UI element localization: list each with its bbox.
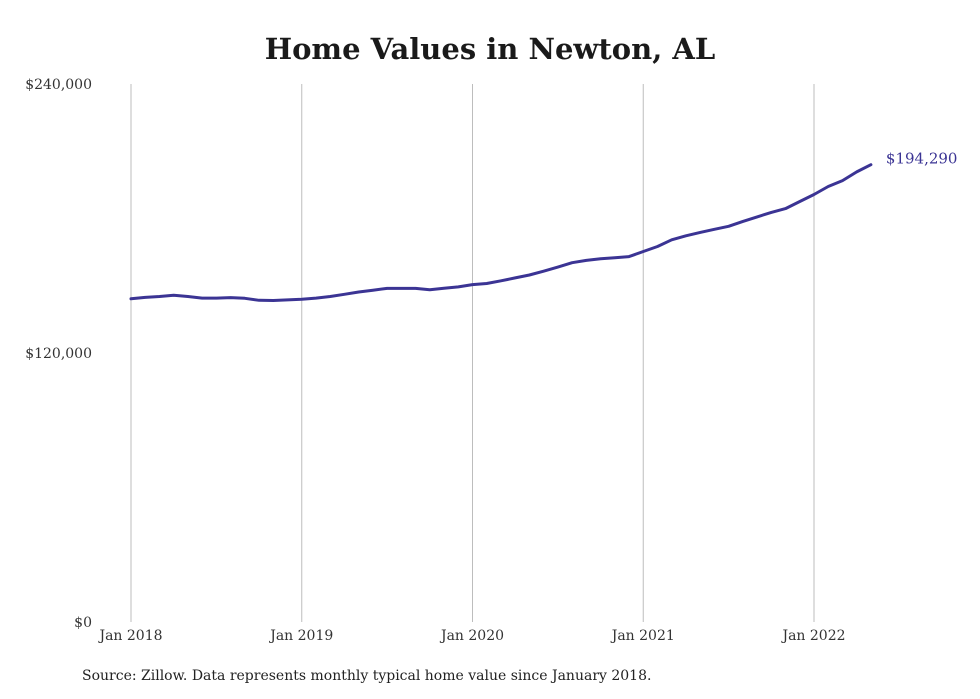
x-tick-label: Jan 2021 [610, 628, 675, 644]
y-tick-label: $0 [74, 615, 92, 631]
series: $194,290 [129, 150, 958, 302]
x-tick-label: Jan 2022 [780, 628, 845, 644]
y-tick-label: $120,000 [25, 346, 92, 362]
chart-title: Home Values in Newton, AL [264, 32, 716, 66]
y-tick-label: $240,000 [25, 77, 92, 93]
x-axis-ticks: Jan 2018 Jan 2019 Jan 2020 Jan 2021 Jan 2022 [97, 628, 845, 644]
grid-lines [130, 84, 815, 622]
end-value-label: $194,290 [886, 150, 958, 168]
source-note: Source: Zillow. Data represents monthly … [82, 668, 652, 684]
x-tick-label: Jan 2019 [268, 628, 333, 644]
series-line [129, 163, 873, 302]
y-axis-ticks: $0 $120,000 $240,000 [25, 77, 92, 631]
x-tick-label: Jan 2020 [439, 628, 504, 644]
x-tick-label: Jan 2018 [97, 628, 162, 644]
